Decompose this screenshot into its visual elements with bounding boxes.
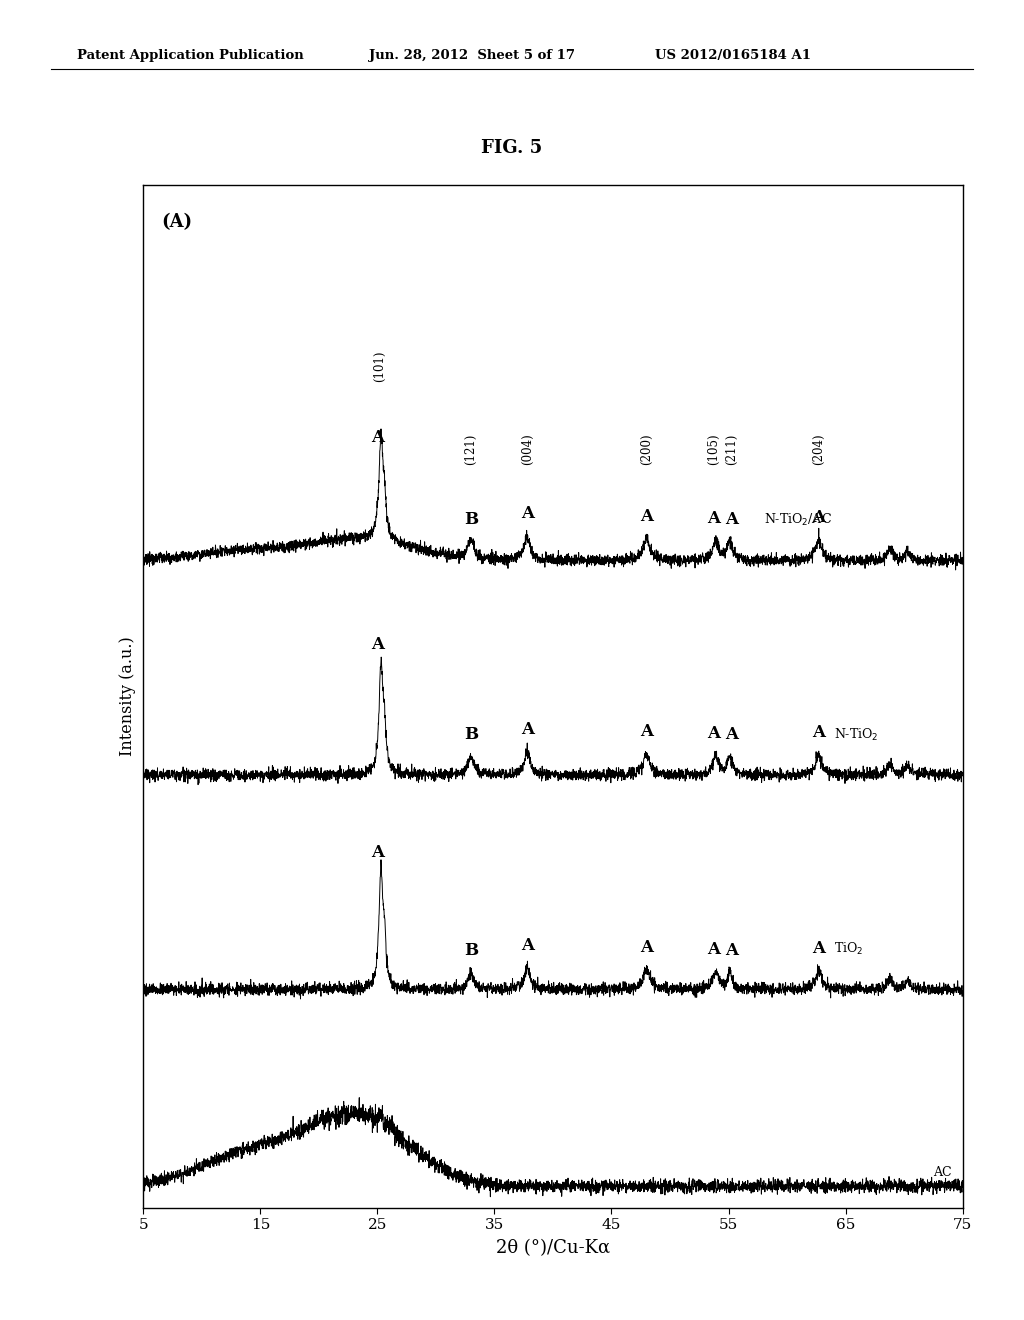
Text: AC: AC [933, 1166, 952, 1179]
Text: (211): (211) [726, 434, 738, 465]
X-axis label: 2θ (°)/Cu-Kα: 2θ (°)/Cu-Kα [496, 1239, 610, 1257]
Text: A: A [707, 510, 720, 527]
Text: A: A [707, 941, 720, 957]
Text: A: A [371, 843, 384, 861]
Text: FIG. 5: FIG. 5 [481, 139, 543, 157]
Text: N-TiO$_2$: N-TiO$_2$ [834, 727, 879, 743]
Text: (004): (004) [521, 433, 534, 465]
Text: (101): (101) [374, 350, 386, 381]
Text: (105): (105) [707, 433, 720, 465]
Text: A: A [812, 508, 825, 525]
Text: A: A [726, 941, 738, 958]
Text: A: A [707, 725, 720, 742]
Y-axis label: Intensity (a.u.): Intensity (a.u.) [120, 636, 136, 756]
Text: B: B [464, 511, 478, 528]
Text: A: A [640, 508, 653, 524]
Text: A: A [371, 636, 384, 653]
Text: B: B [464, 726, 478, 743]
Text: A: A [521, 721, 534, 738]
Text: (200): (200) [640, 433, 653, 465]
Text: N-TiO$_2$/AC: N-TiO$_2$/AC [764, 512, 831, 528]
Text: Jun. 28, 2012  Sheet 5 of 17: Jun. 28, 2012 Sheet 5 of 17 [369, 49, 574, 62]
Text: A: A [640, 723, 653, 741]
Text: US 2012/0165184 A1: US 2012/0165184 A1 [655, 49, 811, 62]
Text: (A): (A) [161, 214, 193, 231]
Text: A: A [812, 940, 825, 957]
Text: A: A [812, 723, 825, 741]
Text: TiO$_2$: TiO$_2$ [834, 941, 863, 957]
Text: A: A [726, 511, 738, 528]
Text: Patent Application Publication: Patent Application Publication [77, 49, 303, 62]
Text: A: A [521, 506, 534, 523]
Text: A: A [521, 937, 534, 953]
Text: (204): (204) [812, 433, 825, 465]
Text: B: B [464, 941, 478, 958]
Text: A: A [726, 726, 738, 743]
Text: A: A [640, 939, 653, 956]
Text: A: A [371, 429, 384, 446]
Text: (121): (121) [465, 434, 477, 465]
